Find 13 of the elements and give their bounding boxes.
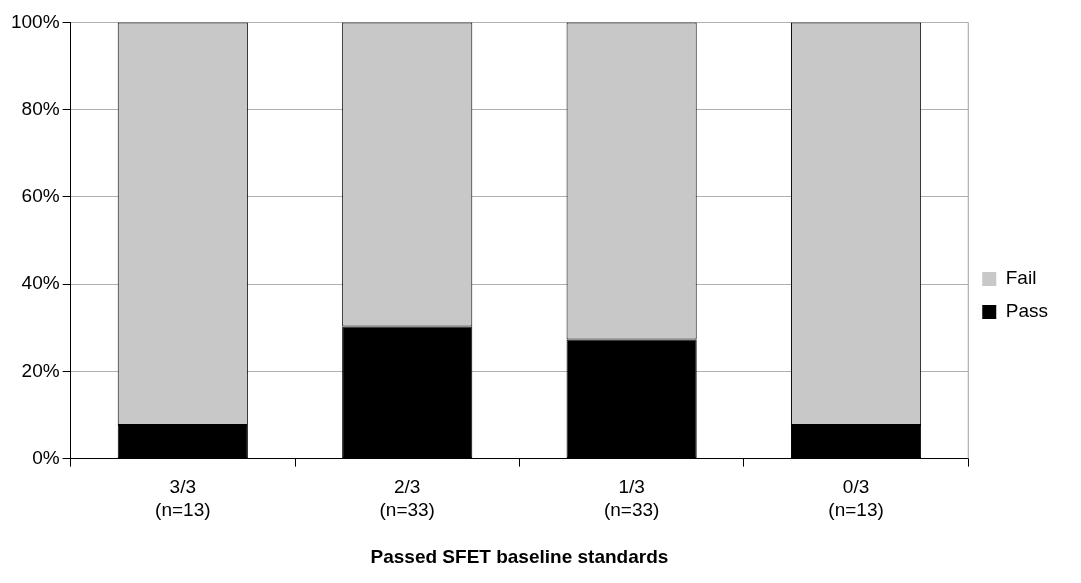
x-tick-label: 2/3 (n=33) bbox=[379, 476, 435, 521]
x-tick-label: 3/3 (n=13) bbox=[155, 476, 211, 521]
y-tick-label: 80% bbox=[21, 97, 60, 119]
y-tick-label: 60% bbox=[21, 185, 60, 207]
legend-label: Pass bbox=[1005, 300, 1049, 322]
y-tick-label: 0% bbox=[32, 446, 60, 468]
legend-label: Fail bbox=[1005, 267, 1037, 289]
x-tick-label: 0/3 (n=13) bbox=[828, 476, 884, 521]
y-tick-label: 40% bbox=[21, 272, 60, 294]
y-tick-label: 100% bbox=[10, 10, 60, 32]
x-axis-title: Passed SFET baseline standards bbox=[370, 545, 669, 567]
x-tick-label: 1/3 (n=33) bbox=[603, 476, 660, 521]
y-tick-label: 20% bbox=[21, 359, 60, 381]
